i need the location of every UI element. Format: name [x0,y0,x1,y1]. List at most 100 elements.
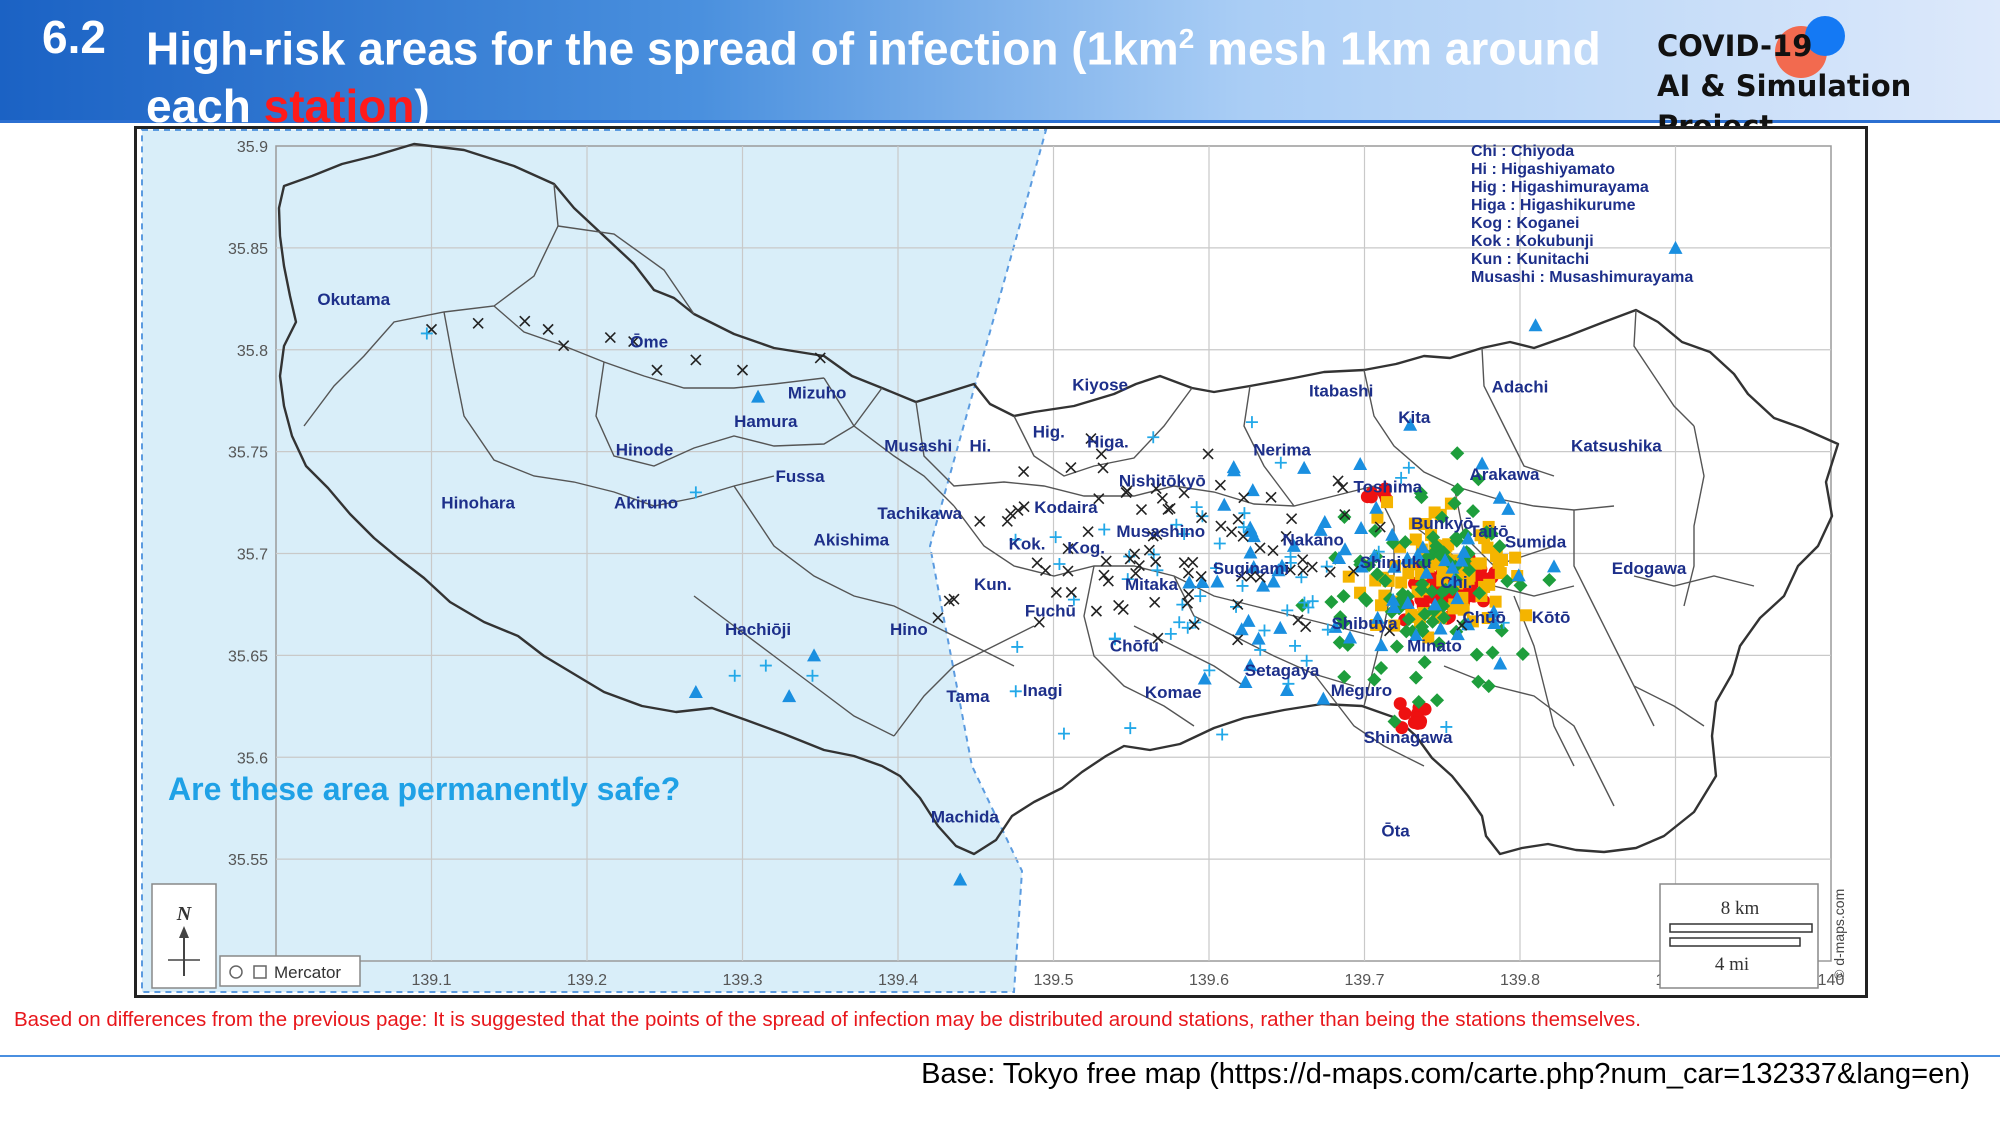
risk-marker-blue [1337,542,1352,556]
municipality-label: Edogawa [1612,559,1687,578]
risk-marker-orange [1520,609,1533,622]
risk-marker-blue [1400,551,1415,565]
risk-marker-blue [1386,592,1401,606]
project-logo: COVID-19 AI & Simulation Project [1655,16,1995,143]
risk-marker-plus [1194,590,1207,603]
risk-marker-blue [1456,544,1471,558]
risk-marker-blue [1279,682,1294,696]
risk-marker-x [1100,555,1112,567]
risk-marker-x [1150,556,1162,568]
lat-tick-label: 35.75 [228,445,268,462]
risk-marker-plus [1178,528,1191,541]
risk-marker-orange [1470,557,1483,570]
risk-marker-x [1147,530,1159,542]
risk-marker-green [1450,446,1465,461]
risk-marker-plus [1237,521,1250,534]
risk-marker-plus [1372,545,1385,558]
risk-marker-green [1432,636,1447,651]
municipality-label: Hi. [970,437,992,456]
risk-marker-blue [1487,615,1502,629]
municipality-label: Suginami [1213,559,1290,578]
safety-question: Are these area permanently safe? [168,771,680,807]
risk-marker-blue [1511,568,1526,582]
municipality-label: Bunkyō [1411,514,1473,533]
risk-marker-blue [1370,610,1385,624]
title-part3: ) [414,80,430,133]
municipality-label: Setagaya [1245,661,1320,680]
lat-tick-label: 35.9 [237,139,268,156]
risk-marker-x [558,340,570,352]
abbrev-item: Higa : Higashikurume [1471,197,1636,214]
risk-marker-green [1435,585,1450,600]
risk-marker-plus [1164,627,1177,640]
risk-marker-x [1182,567,1195,579]
risk-marker-plus [1238,507,1251,520]
municipality-label: Chōfu [1110,636,1159,655]
risk-marker-plus [1395,471,1408,484]
risk-marker-x [1214,479,1226,491]
risk-marker-plus [1216,728,1229,741]
risk-marker-x [1226,526,1238,538]
logo-line1: COVID-19 [1657,29,1813,63]
risk-marker-x [1187,556,1199,568]
risk-marker-orange [1483,578,1496,591]
risk-marker-blue [1354,559,1369,573]
risk-marker-x [1232,513,1244,525]
municipality-label: Hino [890,620,928,639]
risk-marker-blue [1492,490,1507,504]
lon-tick-label: 140 [1818,972,1845,989]
risk-marker-blue [1313,522,1328,536]
risk-marker-x [1215,520,1227,532]
risk-marker-plus [806,669,819,682]
projection-box: Mercator [219,955,361,987]
risk-marker-blue [1245,483,1260,497]
risk-marker-x [1065,586,1077,598]
tokyo-risk-map: 139139.1139.2139.3139.4139.5139.6139.713… [141,129,1847,993]
risk-marker-blue [807,648,822,662]
risk-marker-x [1152,632,1164,644]
risk-marker-orange [1496,554,1509,567]
risk-marker-green [1485,645,1500,660]
risk-marker-x [1286,513,1298,525]
risk-marker-x [943,595,955,607]
risk-marker-plus [1254,643,1267,656]
risk-marker-plus [759,659,772,672]
risk-marker-plus [420,327,433,340]
risk-marker-x [1280,530,1292,543]
risk-marker-green [1445,582,1460,597]
risk-marker-plus [689,486,702,499]
risk-marker-blue [1273,620,1288,634]
risk-marker-x [519,315,531,327]
lat-tick-label: 35.7 [237,547,268,564]
municipality-label: Kodaira [1034,498,1098,517]
risk-marker-x [1018,465,1030,478]
risk-marker-x [1130,567,1142,579]
risk-marker-blue [1266,574,1281,588]
risk-marker-plus [1057,727,1070,740]
risk-marker-blue [1297,460,1312,474]
risk-marker-blue [1369,500,1384,514]
lon-tick-label: 139.2 [567,972,607,989]
risk-marker-x [1082,526,1094,538]
scale-mi-label: 4 mi [1715,954,1749,975]
municipality-label: Shibuya [1331,614,1398,633]
abbrev-item: Hig : Higashimurayama [1471,179,1649,196]
safe-area-overlay [141,129,1048,993]
risk-marker-x [1117,603,1129,616]
risk-marker-red [1409,716,1423,730]
municipality-label: Akishima [814,530,890,549]
risk-marker-green [1492,539,1507,554]
risk-marker-blue [1528,318,1543,332]
risk-marker-x [932,612,944,624]
lon-tick-label: 139.6 [1189,972,1229,989]
risk-marker-plus [1124,722,1137,735]
risk-marker-x [1339,508,1351,521]
risk-marker-blue [1450,627,1465,641]
risk-marker-plus [1300,654,1313,667]
risk-marker-x [1149,596,1161,608]
risk-marker-x [1178,487,1190,499]
risk-marker-orange [1371,511,1384,524]
risk-marker-x [1018,501,1030,513]
risk-marker-blue [1410,547,1425,561]
risk-marker-blue [1486,604,1501,618]
